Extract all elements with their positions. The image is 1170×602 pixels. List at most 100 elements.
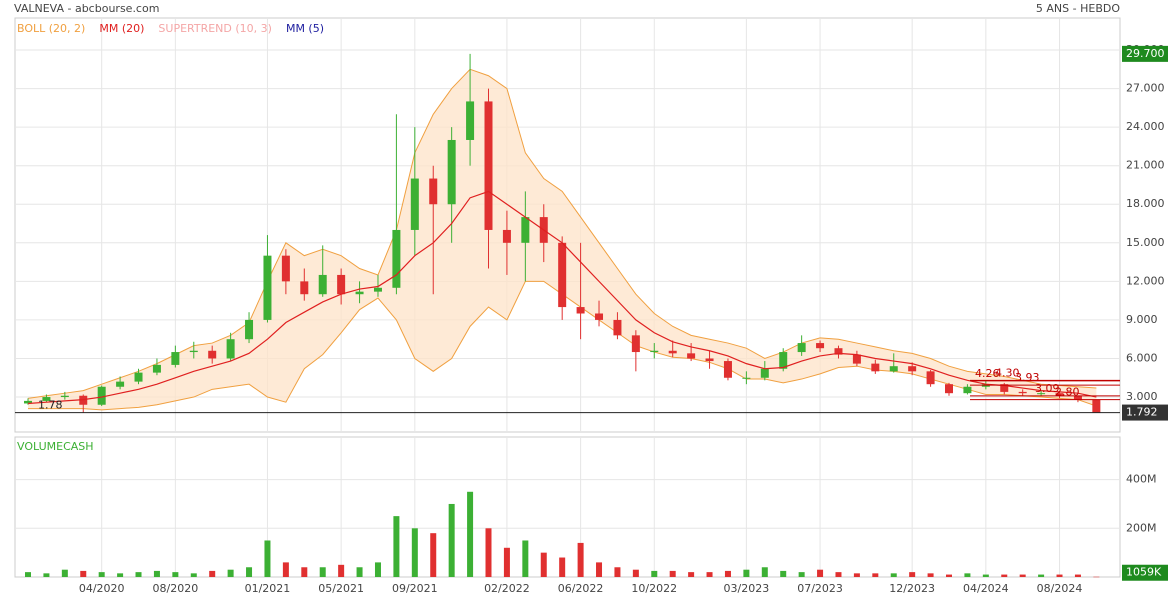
candle-body (226, 339, 235, 359)
x-tick-label: 04/2024 (963, 582, 1009, 595)
y-tick-label: 27.000 (1126, 82, 1165, 95)
candle-body (595, 313, 604, 320)
volume-bar (172, 572, 179, 577)
x-tick-label: 03/2023 (724, 582, 770, 595)
candle-body (687, 353, 696, 359)
candle-body (189, 350, 198, 353)
candle-body (300, 281, 309, 295)
candle-body (1018, 391, 1027, 394)
candle-body (116, 381, 125, 387)
volume-bar (706, 572, 713, 577)
legend-entry: BOLL (20, 2) (17, 22, 85, 35)
volume-bar (301, 567, 308, 577)
volume-title: VOLUMECASH (17, 440, 94, 453)
volume-bar (1001, 574, 1008, 577)
candle-body (576, 307, 585, 314)
volume-bar (356, 567, 363, 577)
candle-body (410, 178, 419, 230)
volume-bar (153, 570, 160, 577)
y-tick-label: 9.000 (1126, 313, 1158, 326)
candle-body (889, 366, 898, 372)
volume-bar (964, 573, 971, 577)
volume-last-label: 1059K (1126, 566, 1162, 579)
candle-body (24, 400, 32, 404)
candle-body (945, 384, 953, 394)
candle-body (1037, 393, 1046, 395)
candle-body (1000, 384, 1009, 392)
level-label: 4.30 (995, 366, 1020, 379)
volume-bar (890, 573, 897, 577)
x-tick-label: 07/2023 (797, 582, 843, 595)
volume-bar (503, 547, 510, 577)
volume-bar (872, 573, 879, 577)
x-tick-label: 08/2024 (1037, 582, 1083, 595)
candle-body (1055, 393, 1064, 396)
candle-body (926, 371, 935, 385)
volume-bar (411, 528, 418, 577)
volume-bar (338, 564, 345, 577)
candle-body (705, 358, 714, 362)
candle-body (466, 101, 475, 140)
x-tick-label: 10/2022 (631, 582, 677, 595)
volume-bar (374, 562, 381, 577)
candle-body (281, 255, 290, 282)
last-close-badge (1122, 404, 1168, 421)
volume-bar (798, 572, 805, 577)
y-tick-label: 15.000 (1126, 236, 1165, 249)
volume-bar (817, 569, 824, 577)
candle-body (963, 386, 972, 394)
volume-bar (43, 573, 50, 577)
x-tick-label: 05/2021 (318, 582, 364, 595)
y-tick-label: 200M (1126, 521, 1157, 534)
x-tick-label: 04/2020 (79, 582, 125, 595)
low-label: 1.78 (38, 399, 63, 412)
price-frame (14, 17, 1121, 433)
volume-bar (1093, 576, 1100, 578)
volume-bar (1019, 574, 1026, 577)
candle-body (208, 350, 217, 359)
volume-bar (61, 569, 68, 577)
volume-bar (135, 572, 142, 577)
candle-body (373, 287, 382, 292)
volume-bar (393, 516, 400, 577)
volume-bar (246, 567, 253, 577)
candle-body (723, 361, 732, 378)
volume-bar (780, 570, 787, 577)
volume-bar (98, 572, 105, 577)
candle-body (392, 229, 401, 288)
legend-entry: MM (20) (99, 22, 144, 35)
volume-bar (559, 557, 566, 577)
volume-bar (540, 552, 547, 577)
y-tick-label: 6.000 (1126, 351, 1158, 364)
candle-body (42, 397, 51, 401)
volume-bar (430, 533, 437, 577)
candle-body (650, 350, 659, 353)
candle-body (797, 343, 806, 353)
volume-bar (982, 574, 989, 577)
x-tick-label: 06/2022 (558, 582, 604, 595)
level-label: 3.09 (1035, 382, 1060, 395)
candle-body (834, 348, 843, 355)
candle-body (171, 352, 180, 365)
candle-body (852, 354, 861, 364)
volume-bar (1074, 574, 1081, 577)
volume-bar (669, 570, 676, 577)
candle-body (152, 364, 161, 373)
legend-entry: SUPERTREND (10, 3) (158, 22, 272, 35)
level-label: 4.26 (975, 367, 1000, 380)
volume-bar (485, 528, 492, 577)
level-label: 3.93 (1015, 371, 1040, 384)
y-tick-label: 12.000 (1126, 274, 1165, 287)
volume-bar (835, 572, 842, 577)
volume-bar (761, 567, 768, 577)
mm20-line (27, 190, 1097, 405)
candle-body (263, 255, 272, 320)
x-tick-label: 02/2022 (484, 582, 530, 595)
volume-bar (946, 574, 952, 577)
volume-bar (909, 572, 916, 577)
candle-body (558, 242, 567, 308)
candle-body (484, 101, 493, 230)
volume-bar (25, 572, 31, 577)
y-tick-label: 21.000 (1126, 159, 1165, 172)
